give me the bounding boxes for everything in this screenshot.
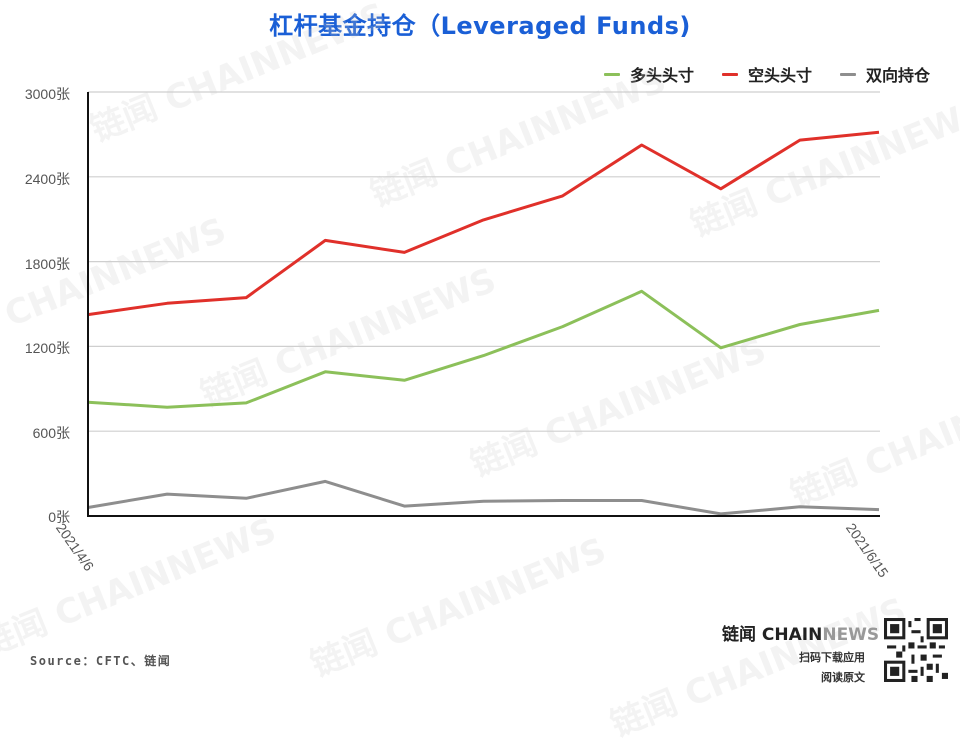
legend-label-short: 空头头寸 — [747, 66, 812, 85]
series-line-short — [87, 130, 880, 317]
legend-swatch-long — [603, 72, 620, 76]
y-tick-label: 3000张 — [24, 86, 70, 102]
series-line-spreading — [87, 479, 880, 516]
brand-read-text: 阅读原文 — [821, 671, 865, 684]
chart-title: 杠杆基金持仓（Leveraged Funds) — [269, 12, 691, 40]
series-line-long — [87, 289, 880, 409]
legend: 多头头寸 空头头寸 双向持仓 — [603, 62, 930, 86]
legend-swatch-spreading — [839, 72, 856, 76]
brand-block: 链闻 CHAINNEWS 扫码下载应用 阅读原文 — [722, 620, 879, 685]
legend-item-spreading[interactable]: 双向持仓 — [839, 62, 930, 86]
y-tick-label: 600张 — [32, 425, 70, 441]
brand-name-news: NEWS — [822, 625, 880, 645]
line-chart — [87, 91, 880, 517]
legend-label-long: 多头头寸 — [629, 66, 694, 85]
gridlines — [88, 91, 880, 432]
y-tick-label: 0张 — [48, 509, 70, 525]
legend-swatch-short — [721, 72, 738, 76]
y-tick-label: 1800张 — [24, 256, 70, 272]
qr-code-icon[interactable] — [884, 618, 948, 682]
legend-item-long[interactable]: 多头头寸 — [603, 62, 694, 86]
source-note: Source：CFTC、链闻 — [30, 654, 172, 668]
legend-label-spreading: 双向持仓 — [865, 66, 930, 85]
brand-download-text: 扫码下载应用 — [799, 651, 865, 664]
series-lines — [87, 130, 880, 516]
y-tick-label: 1200张 — [24, 340, 70, 356]
brand-name-main: 链闻 CHAIN — [722, 625, 823, 645]
brand-logo: 链闻 CHAINNEWS — [722, 620, 879, 645]
legend-item-short[interactable]: 空头头寸 — [721, 62, 812, 86]
y-tick-label: 2400张 — [24, 171, 70, 187]
